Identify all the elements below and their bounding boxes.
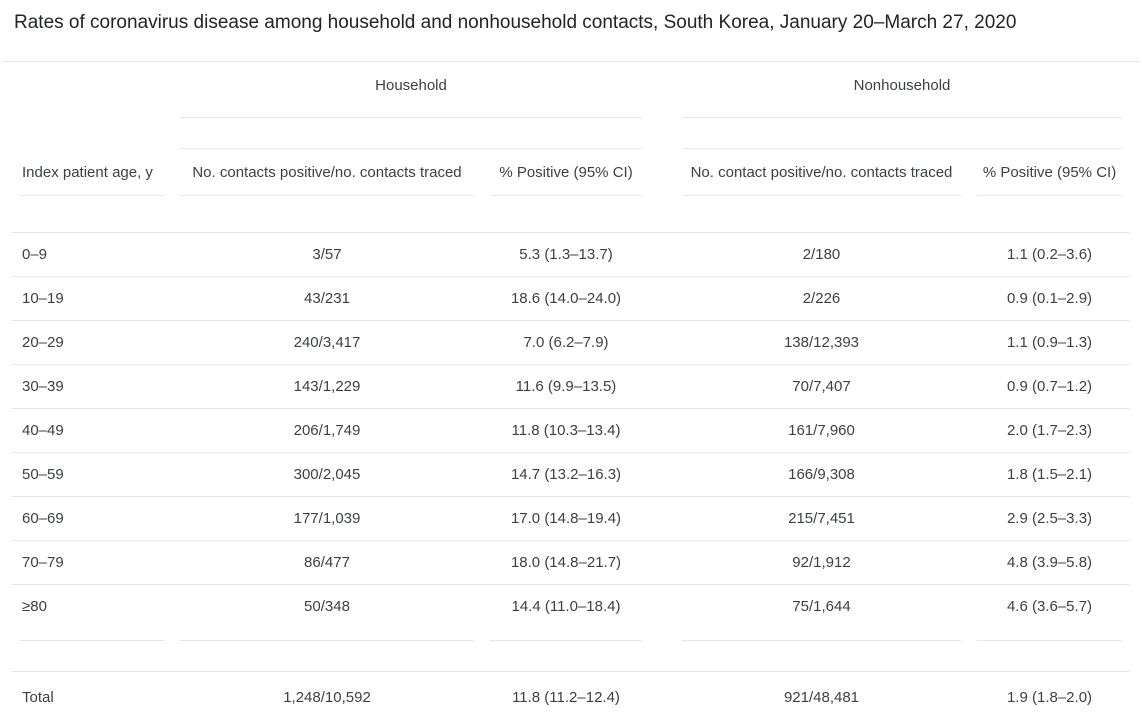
table-row-70-79: 70–79 86/477 18.0 (14.8–21.7) 92/1,912 4… [12,541,1130,585]
cell-household-counts: 50/348 [304,598,350,615]
column-header-nonhousehold-percent: % Positive (95% CI) [982,163,1117,181]
table-row-80plus: ≥80 50/348 14.4 (11.0–18.4) 75/1,644 4.6… [12,585,1130,628]
table-row-0-9: 0–9 3/57 5.3 (1.3–13.7) 2/180 1.1 (0.2–3… [12,233,1130,277]
table-row-10-19: 10–19 43/231 18.6 (14.0–24.0) 2/226 0.9 … [12,277,1130,321]
cell-household-counts: 206/1,749 [172,409,482,453]
cell-household-percent: 14.7 (13.2–16.3) [482,453,650,497]
page-title: Rates of coronavirus disease among house… [14,12,1017,33]
cell-age: 50–59 [12,453,172,497]
cell-household-counts: 300/2,045 [172,453,482,497]
cell-nonhousehold-counts: 161/7,960 [674,409,969,453]
cell-total-label: Total [22,689,54,706]
title-divider [2,37,1140,62]
cell-household-percent: 17.0 (14.8–19.4) [482,497,650,541]
cell-household-percent: 18.6 (14.0–24.0) [482,277,650,321]
cell-age: 10–19 [12,277,172,321]
table-row-total: Total 1,248/10,592 11.8 (11.2–12.4) 921/… [12,672,1130,720]
cell-nonhousehold-percent: 1.8 (1.5–2.1) [969,453,1130,497]
cell-household-counts: 143/1,229 [172,365,482,409]
table-row-60-69: 60–69 177/1,039 17.0 (14.8–19.4) 215/7,4… [12,497,1130,541]
column-header-row: Index patient age, y No. contacts positi… [12,149,1130,195]
column-header-age: Index patient age, y [22,163,153,181]
cell-age: 70–79 [12,541,172,585]
column-header-underline-row [12,195,1130,196]
group-header-household: Household [375,77,447,94]
cell-nonhousehold-counts: 70/7,407 [674,365,969,409]
total-divider-row [12,641,1130,672]
cell-household-percent: 7.0 (6.2–7.9) [482,321,650,365]
group-header-nonhousehold: Nonhousehold [853,77,951,94]
cell-nonhousehold-percent: 2.9 (2.5–3.3) [969,497,1130,541]
group-header-row: Household Nonhousehold [12,62,1130,117]
cell-nonhousehold-percent: 1.1 (0.2–3.6) [969,233,1130,277]
column-header-household-counts: No. contacts positive/no. contacts trace… [192,163,462,181]
cell-household-counts: 240/3,417 [172,321,482,365]
cell-nonhousehold-counts: 75/1,644 [792,598,851,615]
cell-nonhousehold-counts: 2/226 [674,277,969,321]
contacts-rate-table: Household Nonhousehold Index patient age… [12,62,1130,720]
cell-total-nonhousehold-percent: 1.9 (1.8–2.0) [1006,689,1093,706]
table-row-50-59: 50–59 300/2,045 14.7 (13.2–16.3) 166/9,3… [12,453,1130,497]
cell-nonhousehold-percent: 4.8 (3.9–5.8) [969,541,1130,585]
table-row-30-39: 30–39 143/1,229 11.6 (9.9–13.5) 70/7,407… [12,365,1130,409]
cell-household-percent: 11.8 (10.3–13.4) [482,409,650,453]
cell-household-counts: 43/231 [172,277,482,321]
cell-total-household-percent: 11.8 (11.2–12.4) [512,689,620,706]
cell-nonhousehold-counts: 138/12,393 [674,321,969,365]
cell-total-household-counts: 1,248/10,592 [283,689,371,706]
cell-age: 40–49 [12,409,172,453]
cell-household-percent: 14.4 (11.0–18.4) [511,598,621,615]
cell-household-counts: 3/57 [172,233,482,277]
cell-nonhousehold-percent: 0.9 (0.7–1.2) [969,365,1130,409]
cell-nonhousehold-percent: 1.1 (0.9–1.3) [969,321,1130,365]
cell-total-nonhousehold-counts: 921/48,481 [783,689,860,706]
cell-household-percent: 5.3 (1.3–13.7) [482,233,650,277]
cell-age: 0–9 [12,233,172,277]
group-underline-row [12,117,1130,118]
cell-household-counts: 86/477 [172,541,482,585]
column-gap [650,62,674,117]
cell-nonhousehold-counts: 2/180 [674,233,969,277]
table-row-20-29: 20–29 240/3,417 7.0 (6.2–7.9) 138/12,393… [12,321,1130,365]
column-header-household-percent: % Positive (95% CI) [499,163,633,181]
cell-age: 30–39 [12,365,172,409]
spacer-row [12,628,1130,640]
cell-nonhousehold-counts: 92/1,912 [674,541,969,585]
cell-age: ≥80 [22,598,47,615]
cell-nonhousehold-counts: 166/9,308 [674,453,969,497]
cell-household-percent: 18.0 (14.8–21.7) [482,541,650,585]
body-underline-row [12,640,1130,641]
cell-nonhousehold-percent: 0.9 (0.1–2.9) [969,277,1130,321]
cell-nonhousehold-percent: 4.6 (3.6–5.7) [1006,598,1093,615]
column-header-nonhousehold-counts: No. contact positive/no. contacts traced [690,163,953,181]
table-row-40-49: 40–49 206/1,749 11.8 (10.3–13.4) 161/7,9… [12,409,1130,453]
header-body-divider [12,196,1130,233]
cell-nonhousehold-percent: 2.0 (1.7–2.3) [969,409,1130,453]
group-header-spacer [12,62,172,117]
spacer-row [12,118,1130,148]
cell-nonhousehold-counts: 215/7,451 [674,497,969,541]
cell-household-counts: 177/1,039 [172,497,482,541]
household-underline [180,117,642,118]
cell-age: 20–29 [12,321,172,365]
nonhousehold-underline [682,117,1122,118]
column-gap [650,149,674,195]
header-topline-row [12,148,1130,149]
cell-household-percent: 11.6 (9.9–13.5) [482,365,650,409]
cell-age: 60–69 [12,497,172,541]
